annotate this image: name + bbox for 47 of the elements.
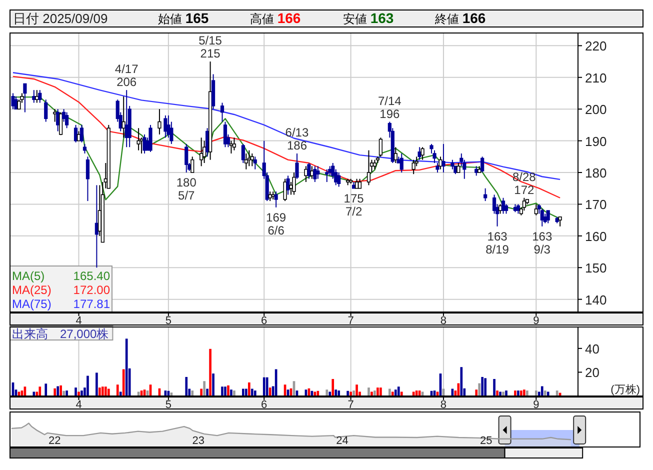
annotation: 6/13 186 bbox=[285, 125, 309, 152]
y-tick-label: 210 bbox=[585, 70, 607, 86]
x-tick-label: 4 bbox=[76, 315, 82, 327]
y-tick-label: 160 bbox=[585, 228, 607, 244]
text: 安値 163 bbox=[343, 10, 394, 26]
text: MA(75) 177.81 bbox=[12, 297, 110, 311]
y-tick-label: 200 bbox=[585, 102, 607, 118]
x-tick-label: 25 bbox=[480, 435, 492, 447]
x-tick-label: 24 bbox=[336, 435, 348, 447]
x-tick-label: 6 bbox=[261, 315, 268, 327]
annotation: 169 6/6 bbox=[266, 210, 286, 238]
y-tick-label: 20 bbox=[585, 365, 600, 380]
annotation: 180 5/7 bbox=[176, 176, 197, 202]
text: MA(25) 172.00 bbox=[12, 283, 110, 297]
text: 始値 165 bbox=[158, 10, 209, 26]
y-tick-label: 150 bbox=[585, 260, 607, 276]
text: 終値 166 bbox=[434, 10, 486, 26]
x-tick-label: 5 bbox=[165, 399, 172, 411]
text: 高値 166 bbox=[250, 10, 301, 26]
y-tick-label: 220 bbox=[585, 38, 607, 54]
x-tick-label: 22 bbox=[48, 435, 61, 447]
annotation: 175 7/2 bbox=[344, 191, 364, 218]
annotation: 8/28 172 bbox=[512, 170, 536, 197]
x-tick-label: 9 bbox=[533, 399, 540, 411]
y-tick-label: 170 bbox=[585, 197, 607, 212]
x-tick-label: 8 bbox=[440, 315, 447, 327]
y-tick-label: 140 bbox=[585, 292, 607, 308]
x-tick-label: 7 bbox=[348, 315, 354, 327]
x-tick-label: 7 bbox=[348, 399, 354, 411]
x-tick-label: 5 bbox=[165, 315, 172, 327]
annotation: 7/14 196 bbox=[378, 94, 402, 121]
x-tick-label: 8 bbox=[440, 399, 447, 411]
x-tick-label: 4 bbox=[76, 399, 82, 411]
x-tick-label: 23 bbox=[192, 435, 205, 447]
y-axis-title: (万株) bbox=[610, 383, 640, 396]
x-tick-label: 6 bbox=[261, 399, 268, 411]
annotation: 4/17 206 bbox=[114, 62, 139, 90]
annotation: 5/15 215 bbox=[198, 34, 222, 61]
x-tick-label: 9 bbox=[533, 315, 540, 327]
annotation: 出来高 27,000株 bbox=[12, 327, 109, 341]
text: MA(5) 165.40 bbox=[12, 269, 110, 283]
y-tick-label: 180 bbox=[585, 166, 607, 180]
annotation: 163 8/19 bbox=[486, 229, 510, 256]
y-tick-label: 40 bbox=[585, 341, 600, 356]
chart-title: 日付 2025/09/09 bbox=[13, 11, 108, 26]
annotation: 163 9/3 bbox=[532, 229, 552, 256]
y-tick-label: 190 bbox=[585, 134, 607, 149]
